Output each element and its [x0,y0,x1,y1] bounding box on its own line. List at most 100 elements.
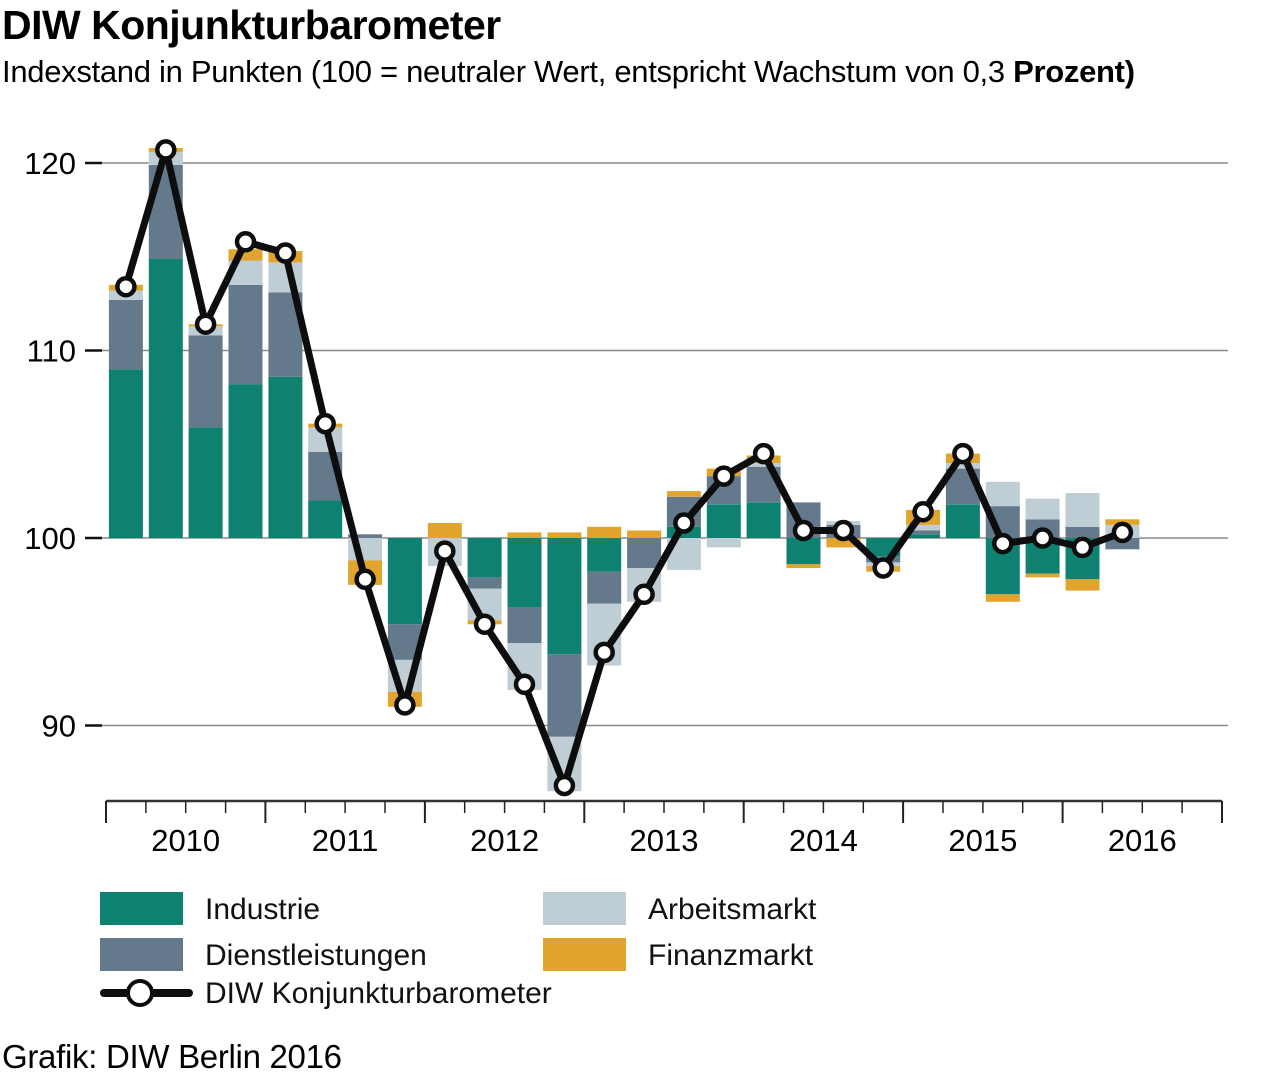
bar-segment-dienstleistungen [1105,538,1140,550]
barometer-marker [354,568,376,591]
bar-segment-finanzmarkt [666,491,701,497]
bar-stack [985,481,1020,602]
bar-segment-arbeitsmarkt [906,524,941,531]
chart-subtitle-regular: Indexstand in Punkten (100 = neutraler W… [2,54,1014,89]
bar-segment-dienstleistungen [1065,526,1100,539]
x-year-label: 2011 [312,823,379,858]
legend-swatch-dienstleistungen [100,938,183,971]
legend-label-dienstleistungen: Dienstleistungen [205,939,427,972]
bar-segment-dienstleistungen [906,530,941,535]
bar-segment-arbeitsmarkt [706,538,741,548]
bar-segment-industrie [108,369,143,539]
barometer-marker [1031,527,1054,549]
bar-stack [108,284,143,539]
y-tick-label: 120 [24,146,76,181]
bar-segment-dienstleistungen [228,284,263,385]
legend-line-marker-icon [126,979,154,1007]
bar-segment-dienstleistungen [467,577,502,589]
bar-segment-industrie [467,538,502,578]
bar-segment-arbeitsmarkt [945,463,980,469]
barometer-marker [832,519,855,542]
barometer-marker [155,139,177,161]
bar-stack [228,249,263,538]
bar-segment-dienstleistungen [547,654,582,737]
legend-swatch-finanzmarkt [543,938,626,971]
bar-segment-industrie [148,258,183,538]
bar-segment-industrie [547,538,582,655]
barometer-marker [713,465,735,487]
legend-swatch-industrie [100,892,183,925]
barometer-marker [274,242,297,264]
bar-segment-dienstleistungen [507,607,542,643]
bar-segment-finanzmarkt [1025,573,1060,578]
bar-segment-industrie [188,427,223,538]
bar-segment-finanzmarkt [547,532,582,538]
legend-label-finanzmarkt: Finanzmarkt [648,939,814,972]
bar-segment-finanzmarkt [786,564,821,569]
y-tick-label: 90 [42,709,76,744]
bar-stack [188,324,223,538]
x-year-label: 2015 [948,823,1017,858]
chart-subtitle-bold: Prozent) [1013,54,1135,89]
legend-label-arbeitsmarkt: Arbeitsmarkt [648,893,817,926]
bar-segment-industrie [786,538,821,565]
barometer-marker [434,540,456,562]
bar-segment-industrie [387,538,422,625]
barometer-marker [912,500,934,523]
bar-stack [467,538,502,625]
bar-stack [387,538,422,707]
barometer-marker [194,313,217,335]
x-year-label: 2010 [151,823,220,858]
bar-segment-finanzmarkt [228,249,263,261]
bar-segment-industrie [507,538,542,608]
barometer-marker [473,613,496,635]
bar-segment-dienstleistungen [188,335,223,428]
barometer-line [122,146,1126,789]
legend-label-industrie: Industrie [205,893,321,926]
barometer-markers [115,139,1134,797]
bar-segment-finanzmarkt [627,530,662,538]
bar-segment-finanzmarkt [1065,579,1100,591]
chart-title: DIW Konjunkturbarometer [2,2,501,48]
barometer-marker [1071,536,1094,559]
bar-stack [746,455,781,538]
bar-segment-finanzmarkt [985,594,1020,602]
bar-segment-industrie [308,500,343,538]
legend-swatch-arbeitsmarkt [543,892,626,925]
barometer-marker [992,532,1014,555]
bar-segment-arbeitsmarkt [1065,493,1100,527]
bar-segment-industrie [945,504,980,539]
bar-segment-arbeitsmarkt [985,481,1020,507]
bar-segment-dienstleistungen [108,299,143,370]
barometer-marker [952,442,974,465]
bar-segment-industrie [706,504,741,539]
bar-segment-industrie [268,376,303,539]
bar-segment-dienstleistungen [627,538,662,568]
barometer-marker [513,673,536,696]
chart-subtitle: Indexstand in Punkten (100 = neutraler W… [2,54,1135,90]
x-year-label: 2012 [470,823,539,858]
y-grid: 120 110 100 90 [24,146,1228,744]
x-axis: 2010 2011 2012 2013 2014 2015 2016 [105,799,1223,858]
legend: Industrie Dienstleistungen Arbeitsmarkt … [0,0,1280,1010]
bar-segment-dienstleistungen [348,534,383,539]
bar-segment-arbeitsmarkt [746,463,781,467]
barometer-marker [872,557,894,579]
x-year-label: 2014 [789,823,858,858]
x-year-label: 2013 [630,823,699,858]
barometer-marker [234,231,257,253]
barometer-marker [752,442,775,465]
bar-segment-finanzmarkt [507,532,542,538]
bar-segment-finanzmarkt [826,538,861,548]
bar-segment-finanzmarkt [587,526,622,539]
barometer-marker [314,412,336,435]
y-tick-label: 100 [24,521,76,556]
bar-segment-industrie [906,534,941,539]
source-credit: Grafik: DIW Berlin 2016 [2,1038,342,1075]
legend-label-barometer: DIW Konjunkturbarometer [205,977,552,1010]
barometer-marker [1111,521,1134,544]
bar-segment-industrie [587,538,622,572]
bar-segment-industrie [746,502,781,538]
barometer-marker [593,641,615,664]
